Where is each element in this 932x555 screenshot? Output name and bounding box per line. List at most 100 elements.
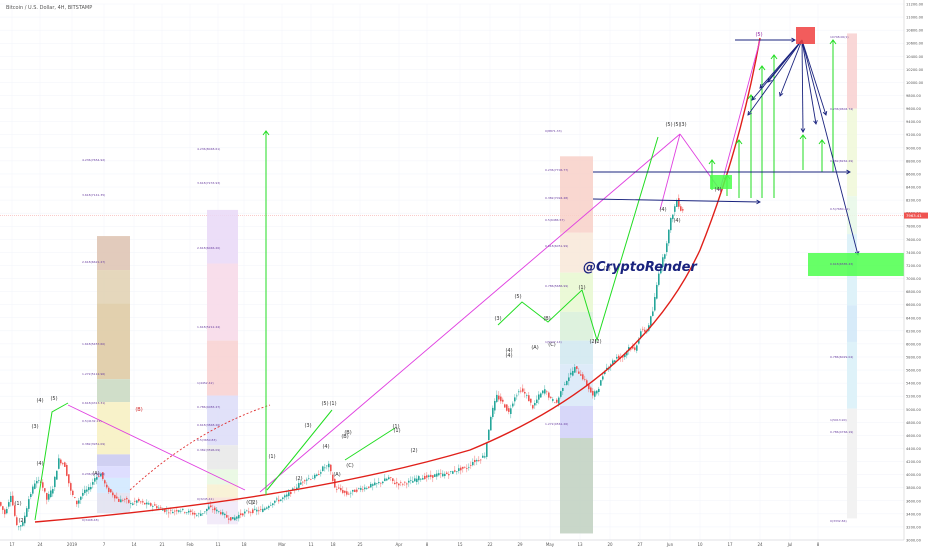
candle-body xyxy=(590,387,592,393)
fib-box-2-band xyxy=(207,469,238,485)
fib-level-label: 0.786(4083.47) xyxy=(197,405,220,409)
candle-body xyxy=(304,480,306,482)
candle-body xyxy=(324,467,326,469)
fib-level-label: 0.236(7706.77) xyxy=(545,168,568,172)
candle-body xyxy=(86,489,88,492)
fib-box-2-band xyxy=(207,263,238,341)
price-tick-label: 10200.00 xyxy=(906,68,924,72)
candle-body xyxy=(554,402,556,404)
candle-body xyxy=(412,481,414,483)
fib-level-label: 0(3245.41) xyxy=(197,497,214,501)
candle-body xyxy=(62,463,64,465)
wave-label: (4) xyxy=(505,348,512,354)
candle-body xyxy=(408,480,410,483)
candle-body xyxy=(88,487,90,491)
candle-body xyxy=(450,471,452,472)
candle-body xyxy=(436,473,438,477)
candle-body xyxy=(466,468,468,470)
small-green-box xyxy=(710,175,732,189)
candle-body xyxy=(452,471,454,474)
candle-body xyxy=(166,510,168,512)
price-tick-label: 4600.00 xyxy=(906,434,922,438)
fib-level-label: 10748.00(1) xyxy=(830,35,849,39)
wave-label: (3) xyxy=(304,423,311,429)
wave-label: (1) xyxy=(14,501,21,507)
candle-body xyxy=(502,399,504,402)
candle-body xyxy=(114,494,116,499)
wave-label: (2) xyxy=(295,476,302,482)
candle-body xyxy=(52,489,54,494)
wave-label: (2) xyxy=(250,500,257,506)
wave-label: (A) xyxy=(531,345,538,351)
candle-body xyxy=(372,484,374,486)
candle-body xyxy=(380,482,382,484)
candle-body xyxy=(60,459,62,464)
candle-body xyxy=(550,396,552,398)
grid xyxy=(0,3,904,541)
candle-body xyxy=(284,495,286,498)
wave-label: (3) xyxy=(31,424,38,430)
candle-body xyxy=(636,345,638,351)
candle-body xyxy=(358,488,360,489)
candle-body xyxy=(448,474,450,476)
candle-body xyxy=(188,510,190,513)
candle-body xyxy=(212,508,214,510)
candle-body xyxy=(306,479,308,481)
candle-body xyxy=(222,512,224,515)
candle-body xyxy=(370,483,372,488)
candle-body xyxy=(118,498,120,502)
candle-body xyxy=(232,517,234,520)
watermark: @CryptoRender xyxy=(583,260,698,275)
candle-body xyxy=(202,513,204,514)
wave-label: (C) xyxy=(548,342,555,348)
candle-body xyxy=(276,498,278,500)
green-arrow-7-head xyxy=(818,139,826,145)
candle-body xyxy=(282,497,284,499)
price-tick-label: 8400.00 xyxy=(906,186,922,190)
wave-label: (5) xyxy=(321,401,328,407)
candle-body xyxy=(616,356,618,359)
candle-body xyxy=(140,501,142,503)
price-tick-label: 5800.00 xyxy=(906,355,922,359)
candle-body xyxy=(30,494,32,498)
candle-body xyxy=(446,472,448,474)
time-tick-label: 17 xyxy=(9,542,15,547)
price-tick-label: 8600.00 xyxy=(906,172,922,176)
candle-body xyxy=(182,508,184,510)
candle-body xyxy=(208,506,210,510)
navy-horizontal-arrow-1-head xyxy=(846,169,851,175)
price-tick-label: 7000.00 xyxy=(906,277,922,281)
candle-body xyxy=(454,470,456,472)
candle-body xyxy=(342,490,344,493)
candle-body xyxy=(366,488,368,489)
fib-box-1-band xyxy=(97,270,130,304)
fib-box-3-band xyxy=(560,340,593,365)
price-tick-label: 6600.00 xyxy=(906,303,922,307)
candle-body xyxy=(626,351,628,356)
candle-body xyxy=(242,513,244,516)
price-tick-label: 5600.00 xyxy=(906,369,922,373)
green-arrow-0-head xyxy=(708,159,716,165)
candle-body xyxy=(170,509,172,511)
candle-body xyxy=(28,499,30,509)
candle-body xyxy=(396,482,398,484)
candle-body xyxy=(226,515,228,518)
candle-body xyxy=(310,479,312,480)
candle-body xyxy=(680,206,682,211)
candle-body xyxy=(352,489,354,492)
candle-body xyxy=(104,480,106,484)
candle-body xyxy=(552,399,554,401)
candle-body xyxy=(264,508,266,511)
candle-body xyxy=(136,500,138,503)
candle-body xyxy=(398,483,400,486)
fib-level-label: 3.618(7233.93) xyxy=(197,181,220,185)
candle-body xyxy=(134,501,136,502)
candle-body xyxy=(76,500,78,505)
candle-body xyxy=(544,389,546,394)
candle-body xyxy=(404,481,406,483)
time-tick-label: Mar xyxy=(278,542,286,547)
time-tick-label: 8 xyxy=(817,542,820,547)
navy-fan-arrow-4-head xyxy=(779,91,784,97)
fib-level-label: 1.272(4561.26) xyxy=(545,422,568,426)
